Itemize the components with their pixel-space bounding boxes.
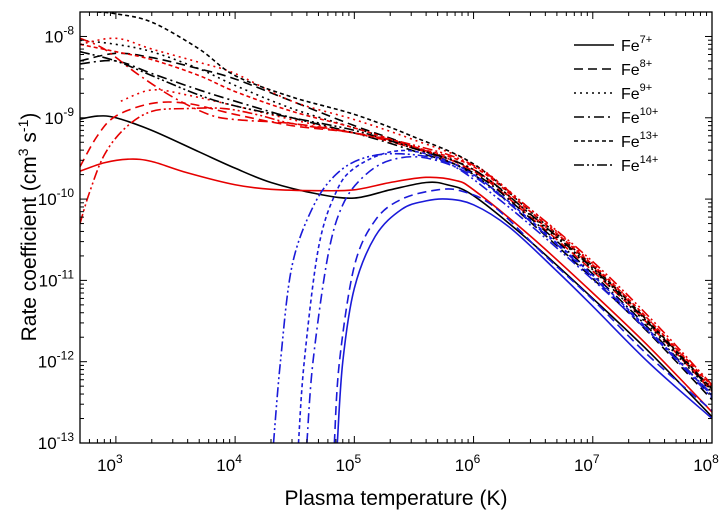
series-line-fe7plus-blue-2 xyxy=(336,198,712,443)
x-tick-label: 104 xyxy=(216,452,242,475)
series-line-fe13plus-black-12 xyxy=(97,12,712,390)
y-axis: 10-13 10-12 10-11 10-10 10-9 10-8 xyxy=(38,11,712,453)
x-tick-label: 108 xyxy=(693,452,719,475)
series-line-fe13plus-red-13 xyxy=(80,43,712,387)
legend-label-8plus: Fe8+ xyxy=(621,58,652,79)
y-tick-label: 10-9 xyxy=(44,105,74,128)
series-line-fe10plus-black-9 xyxy=(80,59,712,397)
series-line-fe9plus-red-8 xyxy=(120,88,474,172)
series-line-fe8plus-black-3 xyxy=(80,52,712,401)
x-axis: 103 104 105 106 107 108 xyxy=(79,12,719,475)
x-tick-label: 103 xyxy=(97,452,123,475)
y-tick-label: 10-8 xyxy=(44,23,74,46)
x-tick-label: 106 xyxy=(455,452,481,475)
series-line-fe14plus-blue-17 xyxy=(272,152,712,443)
y-tick-label: 10-13 xyxy=(38,430,75,453)
legend-label-9plus: Fe9+ xyxy=(621,82,652,103)
series-line-fe8plus-blue-5 xyxy=(333,188,712,443)
series-line-fe9plus-black-6 xyxy=(80,39,712,393)
x-tick-label: 105 xyxy=(336,452,362,475)
legend-label-14plus: Fe14+ xyxy=(621,154,658,175)
y-tick-label: 10-10 xyxy=(38,186,75,209)
series-line-fe13plus-blue-14 xyxy=(297,149,712,443)
legend-label-13plus: Fe13+ xyxy=(621,130,658,151)
series-line-fe7plus-black-0 xyxy=(80,115,712,418)
series-layer xyxy=(80,12,712,443)
plot-frame xyxy=(79,11,713,444)
x-tick-label: 107 xyxy=(574,452,600,475)
y-axis-title: Rate coefficient (cm3 s-1) xyxy=(15,113,41,342)
series-line-fe10plus-blue-11 xyxy=(306,155,712,443)
series-line-fe14plus-red-16 xyxy=(80,107,712,386)
legend-label-7plus: Fe7+ xyxy=(621,34,652,55)
legend-label-10plus: Fe10+ xyxy=(621,106,658,127)
x-axis-title: Plasma temperature (K) xyxy=(285,487,508,510)
y-tick-label: 10-12 xyxy=(38,349,75,372)
legend: Fe7+ Fe8+ Fe9+ Fe10+ Fe13+ Fe14+ xyxy=(574,34,658,175)
series-line-fe7plus-red-1 xyxy=(80,158,712,413)
y-tick-label: 10-11 xyxy=(39,267,75,290)
series-line-fe14plus-black-15 xyxy=(80,50,712,392)
